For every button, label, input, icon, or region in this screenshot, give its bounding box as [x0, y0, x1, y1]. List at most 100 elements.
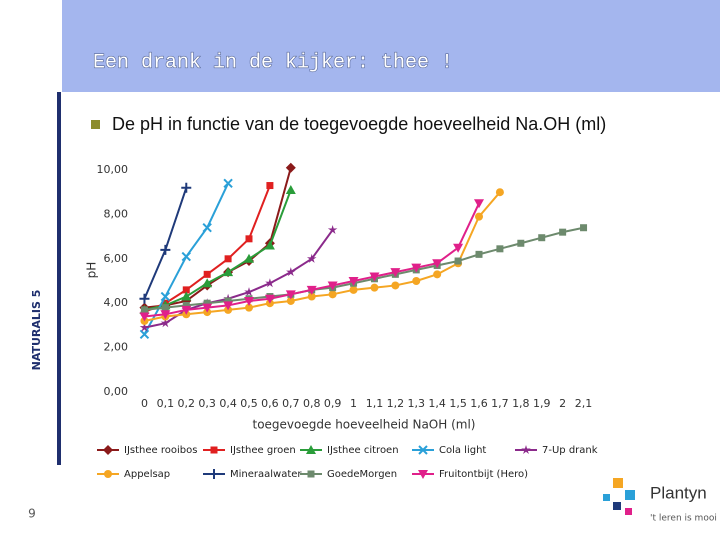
marker: [202, 278, 213, 288]
marker: [370, 283, 379, 292]
x-tick-label: 1,5: [449, 397, 467, 410]
marker: [538, 234, 546, 242]
marker: [559, 228, 567, 236]
marker: [139, 322, 150, 332]
marker: [495, 188, 504, 197]
x-tick-label: 1,4: [428, 397, 446, 410]
side-bar: [57, 92, 61, 465]
marker: [580, 224, 588, 232]
marker: [160, 244, 171, 255]
x-tick-label: 1,2: [387, 397, 405, 410]
y-tick-label: 8,00: [104, 207, 129, 220]
marker: [285, 162, 296, 173]
marker: [475, 250, 483, 258]
marker: [348, 277, 359, 286]
legend-item: Appelsap: [97, 469, 170, 480]
marker: [139, 329, 150, 339]
marker: [327, 224, 338, 234]
logo-name: Plantyn: [650, 483, 707, 502]
legend-label: Appelsap: [124, 469, 170, 480]
marker: [454, 257, 462, 265]
page-number: 9: [28, 507, 36, 521]
legend-label: 7-Up drank: [542, 445, 598, 456]
slide-title: Een drank in de kijker: thee !: [93, 51, 453, 74]
marker: [307, 292, 316, 301]
x-axis-label: toegevoegde hoeveelheid NaOH (ml): [253, 418, 476, 432]
marker: [182, 286, 190, 294]
legend-label: Mineraalwater: [230, 469, 302, 480]
marker: [328, 290, 337, 299]
marker: [306, 445, 316, 454]
x-tick-label: 1,9: [533, 397, 551, 410]
marker: [224, 297, 232, 305]
x-tick-label: 0,1: [157, 397, 175, 410]
x-tick-label: 0,3: [198, 397, 216, 410]
legend-label: IJsthee rooibos: [124, 445, 197, 456]
marker: [285, 290, 296, 300]
marker: [244, 296, 254, 306]
marker: [306, 253, 317, 263]
legend-item: IJsthee rooibos: [97, 445, 197, 456]
x-tick-label: 1,8: [512, 397, 530, 410]
marker: [203, 270, 211, 278]
marker: [139, 293, 150, 304]
x-tick-label: 0,6: [261, 397, 279, 410]
legend-item: Fruitontbijt (Hero): [412, 469, 528, 480]
y-axis-label: pH: [85, 262, 99, 279]
x-tick-label: 2: [559, 397, 566, 410]
marker: [181, 182, 192, 193]
legend-item: Cola light: [412, 445, 486, 456]
marker: [182, 301, 190, 309]
marker: [496, 245, 504, 253]
x-tick-label: 0: [141, 397, 148, 410]
x-tick-label: 1,7: [491, 397, 509, 410]
side-label: NATURALIS 5: [30, 290, 43, 371]
marker: [160, 318, 171, 328]
marker: [369, 272, 380, 282]
marker: [411, 263, 422, 273]
marker: [391, 281, 400, 290]
x-tick-label: 0,2: [178, 397, 196, 410]
marker: [210, 446, 218, 454]
marker: [224, 255, 232, 263]
series-line: [143, 187, 188, 300]
title-band: [62, 0, 720, 92]
x-tick-label: 0,8: [303, 397, 321, 410]
legend-label: Cola light: [439, 445, 486, 456]
marker: [475, 212, 483, 221]
legend-item: Mineraalwater: [203, 469, 302, 480]
marker: [306, 285, 317, 295]
series-line: [144, 229, 334, 329]
bullet-marker: [91, 120, 100, 129]
marker: [139, 312, 150, 322]
logo-icon: [603, 478, 635, 515]
marker: [202, 223, 212, 233]
legend-label: IJsthee groen: [230, 445, 296, 456]
marker: [244, 287, 254, 297]
marker: [286, 267, 296, 277]
y-tick-label: 6,00: [104, 252, 129, 265]
marker: [418, 470, 428, 479]
marker: [203, 299, 211, 307]
marker: [223, 178, 233, 189]
marker: [474, 199, 484, 209]
legend-item: GoedeMorgen: [300, 469, 397, 480]
legend-label: IJsthee citroen: [327, 445, 399, 456]
marker: [286, 296, 295, 305]
marker: [412, 277, 421, 285]
series-line: [144, 226, 584, 311]
legend-label: Fruitontbijt (Hero): [439, 469, 528, 480]
x-tick-label: 0,5: [240, 397, 258, 410]
marker: [390, 268, 401, 278]
marker: [265, 278, 275, 288]
x-tick-label: 0,9: [324, 397, 342, 410]
marker: [432, 259, 443, 269]
marker: [433, 270, 442, 279]
x-tick-label: 1,1: [366, 397, 384, 410]
marker: [453, 243, 464, 253]
chart: pH toegevoegde hoeveelheid NaOH (ml) 0,0…: [85, 162, 598, 480]
marker: [264, 240, 275, 250]
x-tick-label: 1: [350, 397, 357, 410]
marker: [104, 470, 112, 478]
